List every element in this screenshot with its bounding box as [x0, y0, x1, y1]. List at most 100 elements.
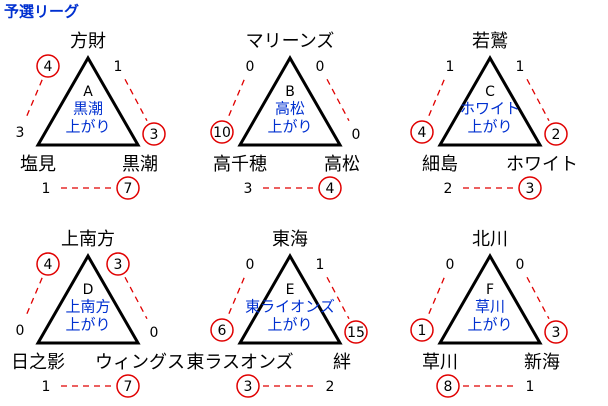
score-link [326, 276, 350, 320]
win-circle [544, 320, 568, 344]
score: 10 [213, 125, 231, 141]
team-top: 北川 [472, 229, 508, 250]
score: 0 [150, 325, 159, 341]
score: 0 [516, 257, 525, 273]
score: 15 [347, 325, 365, 341]
triangle [237, 252, 343, 345]
team-left: 草川 [422, 352, 458, 373]
team-top: 若鷲 [472, 31, 508, 52]
score: 1 [42, 379, 51, 395]
score: 1 [516, 59, 525, 75]
score-link [25, 79, 43, 119]
team-left: 日之影 [11, 352, 65, 373]
score: 0 [16, 323, 25, 339]
team-right: 新海 [524, 352, 560, 373]
winner-label: 上がり [467, 316, 512, 334]
winner-label: 上がり [65, 316, 110, 334]
score-link [427, 277, 445, 317]
team-left: 高千穂 [213, 154, 267, 175]
group-letter: F [486, 282, 494, 298]
win-circle [36, 252, 60, 276]
winner-label: 高松 [275, 100, 305, 118]
winner-label: 上がり [267, 118, 312, 136]
triangle [35, 252, 141, 345]
team-right: ホワイト [506, 154, 578, 175]
score: 2 [552, 127, 561, 143]
score: 4 [418, 125, 427, 141]
win-circle [436, 374, 460, 398]
score-link [124, 276, 148, 320]
win-circle [544, 122, 568, 146]
score: 1 [446, 59, 455, 75]
team-top: 上南方 [61, 229, 115, 250]
score: 8 [444, 379, 453, 395]
winner-label: 上がり [267, 316, 312, 334]
team-top: マリーンズ [246, 31, 335, 52]
score: 3 [114, 257, 123, 273]
score-link [227, 277, 245, 317]
score: 0 [316, 59, 325, 75]
triangle [237, 54, 343, 147]
team-left: 細島 [422, 154, 458, 175]
group-letter: C [485, 84, 495, 100]
win-circle [106, 252, 130, 276]
team-left: 塩見 [20, 154, 56, 175]
score: 0 [246, 257, 255, 273]
win-circle [210, 120, 234, 144]
score: 6 [218, 323, 227, 339]
score-link [227, 79, 245, 119]
score: 0 [352, 127, 361, 143]
score: 1 [316, 257, 325, 273]
score: 3 [526, 181, 535, 197]
score: 2 [326, 379, 335, 395]
score-link [427, 79, 445, 119]
team-right: ウィングス [95, 352, 185, 373]
win-circle [344, 320, 368, 344]
score: 2 [444, 181, 453, 197]
triangle [437, 252, 543, 345]
team-left: 東ラスオンズ [186, 352, 293, 373]
score: 1 [418, 323, 427, 339]
group-letter: A [83, 84, 93, 100]
winner-label: 上がり [467, 118, 512, 136]
score: 4 [44, 257, 53, 273]
triangle [35, 54, 141, 147]
score: 7 [124, 379, 133, 395]
win-circle [410, 318, 434, 342]
win-circle [518, 176, 542, 200]
winner-label: ホワイト [460, 100, 520, 118]
score: 1 [526, 379, 535, 395]
team-right: 黒潮 [122, 154, 158, 175]
win-circle [36, 54, 60, 78]
score-link [526, 276, 550, 320]
winner-label: 黒潮 [73, 100, 103, 118]
winner-label: 上南方 [65, 298, 110, 316]
score-link [526, 78, 550, 122]
winner-label: 東ライオンズ [245, 298, 335, 316]
win-circle [210, 318, 234, 342]
score: 1 [114, 59, 123, 75]
score: 4 [326, 181, 335, 197]
winner-label: 上がり [65, 118, 110, 136]
score: 0 [246, 59, 255, 75]
win-circle [116, 374, 140, 398]
score-link [326, 78, 350, 122]
win-circle [236, 374, 260, 398]
group-letter: E [286, 282, 295, 298]
score: 3 [150, 127, 159, 143]
team-top: 東海 [272, 229, 308, 250]
win-circle [142, 122, 166, 146]
win-circle [116, 176, 140, 200]
score-link [25, 277, 43, 317]
triangle [437, 54, 543, 147]
score: 4 [44, 59, 53, 75]
win-circle [410, 120, 434, 144]
score: 3 [244, 181, 253, 197]
score: 1 [42, 181, 51, 197]
group-letter: B [285, 84, 295, 100]
score: 3 [16, 125, 25, 141]
score: 3 [244, 379, 253, 395]
score: 0 [446, 257, 455, 273]
team-right: 高松 [324, 154, 360, 175]
